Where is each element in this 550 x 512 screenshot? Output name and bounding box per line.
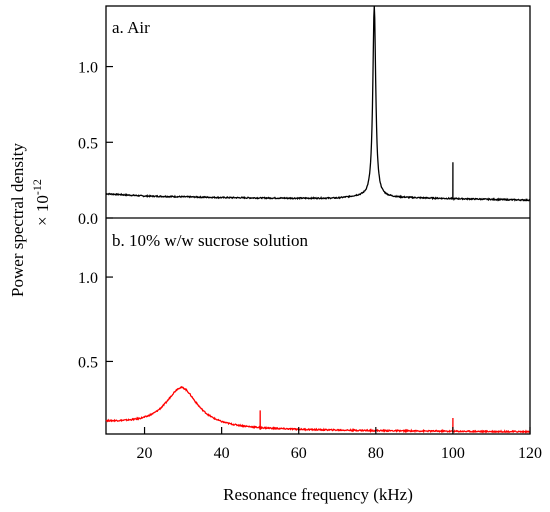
panel-a-title: a. Air: [112, 18, 150, 37]
panel-b-title: b. 10% w/w sucrose solution: [112, 231, 308, 250]
panel-b-y-ticks: 0.5 1.0: [78, 270, 113, 371]
panel-a-series-line: [105, 5, 531, 202]
x-axis-ticks: 20 40 60 80 100 120: [137, 427, 542, 462]
y-tick-label: 0.5: [78, 354, 98, 371]
y-axis-multiplier: × 10-12: [30, 179, 52, 226]
x-tick-label: 40: [214, 445, 230, 462]
y-tick-label: 0.5: [78, 135, 98, 152]
x-tick-label: 80: [368, 445, 384, 462]
y-tick-label: 0.0: [78, 211, 98, 228]
y-axis-title: Power spectral density: [8, 143, 27, 297]
x-tick-label: 20: [137, 445, 153, 462]
plot-frame: [105, 5, 531, 435]
y-tick-label: 1.0: [78, 270, 98, 287]
panel-a-y-ticks: 0.0 0.5 1.0: [78, 60, 113, 228]
y-tick-label: 1.0: [78, 60, 98, 77]
x-tick-label: 120: [518, 445, 542, 462]
panel-b-series-line: [105, 385, 531, 434]
y-axis-multiplier-base: × 10: [33, 195, 52, 226]
x-axis-title: Resonance frequency (kHz): [223, 485, 413, 504]
y-axis-multiplier-exponent: -12: [30, 179, 44, 195]
x-tick-label: 60: [291, 445, 307, 462]
x-tick-label: 100: [441, 445, 465, 462]
